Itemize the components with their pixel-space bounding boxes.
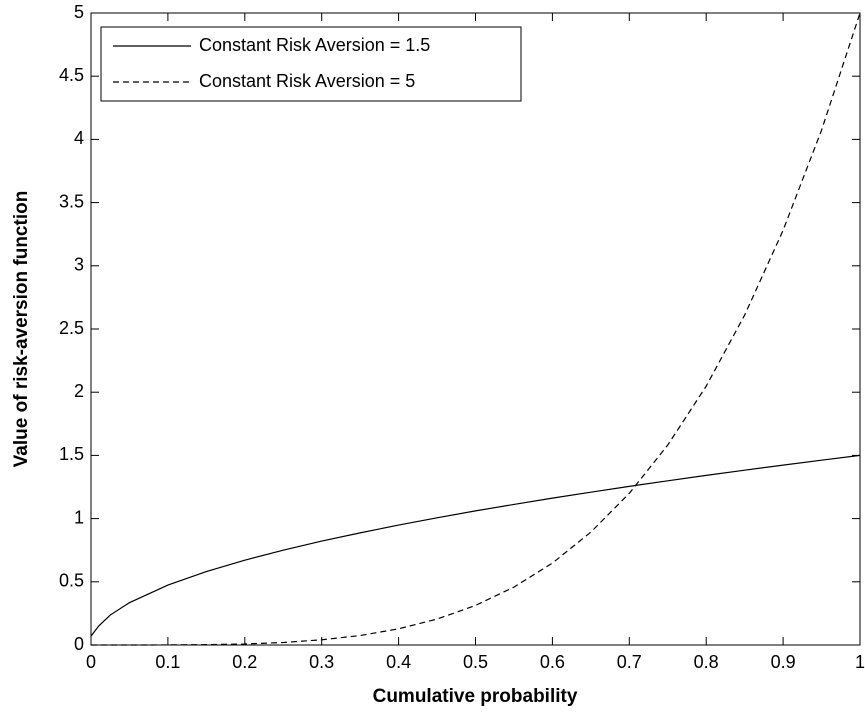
x-axis-label: Cumulative probability <box>373 686 578 707</box>
x-tick-label: 0.1 <box>155 652 180 672</box>
y-tick-label: 4.5 <box>59 65 84 85</box>
y-tick-label: 0.5 <box>59 571 84 591</box>
x-tick-label: 0.2 <box>232 652 257 672</box>
y-tick-label: 3 <box>74 255 84 275</box>
x-tick-label: 0.3 <box>309 652 334 672</box>
legend-label: Constant Risk Aversion = 1.5 <box>199 35 430 55</box>
y-tick-label: 0 <box>74 634 84 654</box>
y-tick-label: 2 <box>74 381 84 401</box>
series-line <box>91 12 861 646</box>
x-tick-label: 1 <box>855 652 865 672</box>
y-tick-label: 5 <box>74 2 84 22</box>
y-axis-label: Value of risk-aversion function <box>11 191 32 468</box>
x-tick-label: 0.8 <box>694 652 719 672</box>
x-tick-label: 0.7 <box>617 652 642 672</box>
x-tick-label: 0.4 <box>386 652 411 672</box>
y-tick-label: 1.5 <box>59 444 84 464</box>
y-tick-label: 3.5 <box>59 191 84 211</box>
series-line <box>90 454 861 637</box>
x-tick-label: 0.9 <box>771 652 796 672</box>
legend-label: Constant Risk Aversion = 5 <box>199 71 415 91</box>
x-tick-label: 0.5 <box>463 652 488 672</box>
legend-box <box>100 26 522 102</box>
y-tick-label: 1 <box>74 507 84 527</box>
y-tick-label: 4 <box>74 128 84 148</box>
x-tick-label: 0.6 <box>540 652 565 672</box>
x-tick-label: 0 <box>86 652 96 672</box>
y-tick-label: 2.5 <box>59 318 84 338</box>
